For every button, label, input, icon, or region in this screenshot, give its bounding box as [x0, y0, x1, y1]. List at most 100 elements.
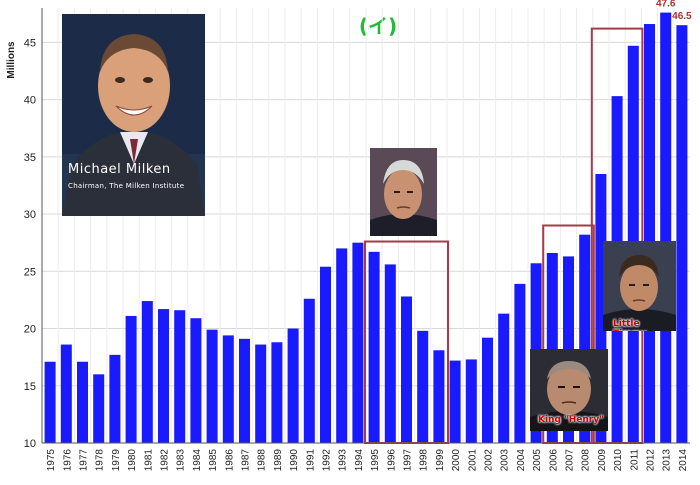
x-tick-label: 1981: [143, 449, 154, 472]
y-tick-label: 40: [24, 95, 36, 107]
y-tick-label: 20: [24, 324, 36, 336]
x-tick-label: 1977: [79, 449, 90, 472]
data-labels: 47.646.5: [656, 0, 692, 22]
x-tick-label: 1982: [160, 449, 171, 472]
bar-1982: [157, 309, 170, 443]
bar-1990: [287, 328, 299, 443]
x-tick-label: 1988: [257, 449, 268, 472]
x-tick-label: 1997: [403, 449, 414, 472]
x-tick-label: 2013: [662, 449, 673, 472]
bar-2003: [498, 313, 510, 443]
x-tick-label: 1985: [208, 449, 219, 472]
x-tick-label: 2008: [581, 449, 592, 472]
x-tick-label: 2014: [678, 449, 689, 472]
x-tick-label: 1993: [338, 449, 349, 472]
bar-2008: [579, 234, 591, 443]
bar-1979: [109, 354, 121, 443]
bar-1998: [417, 330, 429, 443]
bar-2001: [465, 359, 477, 443]
bar-2009: [595, 173, 607, 443]
bar-1976: [60, 344, 72, 443]
x-tick-label: 1999: [435, 449, 446, 472]
bar-1991: [303, 298, 315, 443]
axes: 10 15 20 25 30 35 40 45 1975 1976 1977 1978 1979 1980…: [24, 8, 690, 471]
y-axis-label: Millions: [6, 41, 17, 79]
bar-1975: [44, 361, 56, 443]
bar-1986: [222, 335, 234, 443]
y-tick-label: 30: [24, 209, 36, 221]
middle-portrait-image: [370, 148, 437, 236]
x-tick-label: 1984: [192, 449, 203, 472]
bar-2013: [660, 12, 672, 443]
x-tick-label: 2010: [613, 449, 624, 472]
bar-1993: [336, 248, 348, 443]
x-tick-label: 1990: [289, 449, 300, 472]
paulson-label: King "Henry": [538, 415, 604, 425]
y-tick-label: 10: [24, 438, 36, 450]
bar-1984: [190, 318, 202, 443]
bar-2012: [643, 24, 656, 444]
milken-name: Michael Milken: [68, 162, 171, 177]
geithner-photo: Little Timmy: [603, 241, 676, 331]
x-tick-label: 1995: [370, 449, 381, 472]
x-tick-label: 2002: [484, 449, 495, 472]
bar-1987: [238, 338, 251, 443]
x-tick-label: 2012: [646, 449, 657, 472]
y-tick-label: 15: [24, 381, 36, 393]
milken-photo: Michael Milken Chairman, The Milken Inst…: [62, 14, 205, 216]
x-tick-label: 1986: [224, 449, 235, 472]
bar-1981: [141, 301, 153, 443]
y-tick-label: 25: [24, 266, 36, 278]
bar-1989: [271, 342, 283, 443]
bar-1980: [125, 315, 137, 443]
bar-1977: [76, 361, 89, 443]
data-label-2014: 46.5: [672, 11, 692, 22]
geithner-portrait-image: [603, 241, 676, 331]
data-label-2013: 47.6: [656, 0, 676, 10]
bar-1994: [352, 242, 364, 443]
bar-1999: [433, 350, 445, 443]
bar-2006: [546, 252, 558, 443]
x-tick-label: 1983: [176, 449, 187, 472]
x-tick-label: 1976: [62, 449, 73, 472]
chart-title: (イ): [359, 14, 397, 38]
x-tick-label: 1978: [95, 449, 106, 472]
bar-1985: [206, 329, 218, 443]
x-tick-label: 1991: [305, 449, 316, 472]
paulson-portrait-image: [530, 349, 608, 431]
milken-subtitle: Chairman, The Milken Institute: [68, 182, 185, 190]
x-tick-label: 1998: [419, 449, 430, 472]
bar-2002: [481, 337, 494, 443]
bar-2000: [449, 360, 461, 443]
paulson-photo: King "Henry": [530, 349, 608, 431]
bar-1988: [255, 344, 267, 443]
bar-2004: [514, 283, 526, 443]
x-tick-label: 2011: [629, 449, 640, 471]
geithner-label: Little Timmy: [613, 319, 647, 331]
y-tick-label: 35: [24, 152, 36, 164]
x-tick-label: 2000: [451, 449, 462, 472]
x-tick-label: 2001: [467, 449, 478, 472]
x-tick-label: 1987: [241, 449, 252, 472]
x-tick-label: 2007: [565, 449, 576, 472]
x-tick-label: 2005: [532, 449, 543, 472]
x-tick-label: 2004: [516, 449, 527, 472]
x-tick-label: 1994: [354, 449, 365, 472]
x-tick-label: 2006: [548, 449, 559, 472]
x-tick-label: 1992: [322, 449, 333, 472]
bar-1997: [400, 296, 413, 443]
x-tick-label: 1975: [46, 449, 57, 472]
x-tick-label: 2003: [500, 449, 511, 472]
bar-1995: [368, 251, 380, 443]
x-tick-label: 1996: [386, 449, 397, 472]
bar-2014: [676, 25, 688, 444]
middle-portrait-photo: [370, 148, 437, 236]
bar-1983: [174, 310, 186, 443]
x-tick-label: 1989: [273, 449, 284, 472]
bar-1978: [93, 374, 105, 443]
bar-1992: [319, 266, 332, 443]
milken-portrait-image: [62, 14, 205, 216]
bar-1996: [384, 264, 396, 443]
y-tick-label: 45: [24, 37, 36, 49]
x-tick-label: 1980: [127, 449, 138, 472]
